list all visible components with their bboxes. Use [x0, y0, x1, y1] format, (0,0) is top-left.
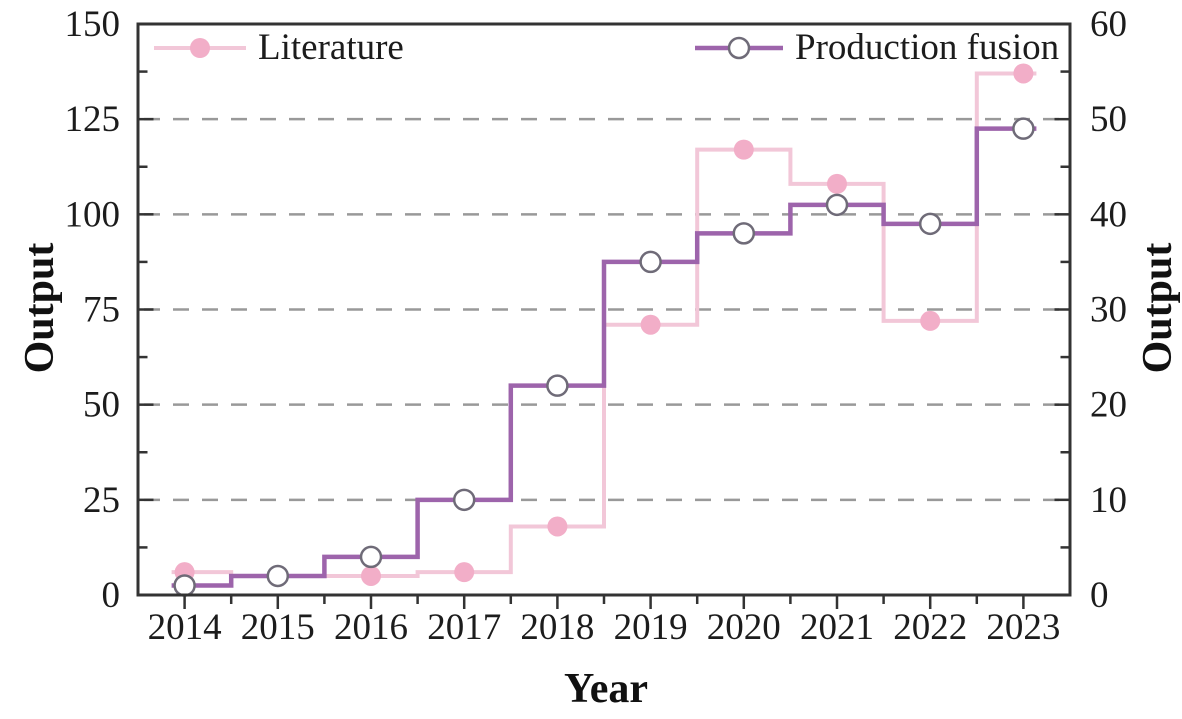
production-fusion-data-point	[359, 545, 383, 569]
literature-data-point	[827, 173, 847, 194]
production-fusion-step-line	[171, 126, 1037, 588]
y-tick-label-right: 0	[1090, 575, 1109, 616]
x-tick-label: 2016	[334, 607, 408, 648]
production-fusion-data-point	[1012, 117, 1035, 140]
y-tick-label-right: 60	[1090, 4, 1127, 45]
x-tick-label: 2014	[148, 607, 222, 648]
literature-data-point	[1013, 63, 1034, 84]
x-tick-label: 2017	[427, 607, 501, 648]
x-tick-label: 2019	[614, 607, 688, 648]
production-fusion-data-point	[266, 564, 290, 588]
x-tick-label: 2018	[520, 607, 594, 648]
x-tick-label: 2022	[893, 607, 967, 648]
literature-data-point	[920, 310, 941, 331]
y-tick-label-left: 25	[83, 480, 120, 521]
y-tick-label-left: 100	[65, 194, 121, 235]
legend-item-production-fusion: Production fusion	[693, 26, 1059, 70]
y-tick-label-right: 20	[1090, 385, 1127, 426]
x-tick-label: 2015	[241, 607, 315, 648]
production-fusion-data-point	[639, 250, 662, 274]
y-axis-title-right: Output	[1135, 242, 1181, 374]
production-fusion-data-point	[732, 222, 756, 245]
production-fusion-data-point	[173, 574, 196, 597]
y-tick-label-left: 150	[65, 4, 121, 45]
literature-data-point	[361, 565, 381, 586]
y-tick-label-right: 10	[1090, 480, 1127, 521]
y-tick-label-right: 50	[1090, 99, 1127, 140]
y-tick-label-right: 30	[1090, 290, 1127, 331]
plot-frame	[136, 22, 1072, 597]
production-fusion-data-point	[452, 488, 476, 512]
y-axis-title-left: Output	[17, 242, 63, 374]
literature-legend-marker-icon	[154, 38, 246, 58]
production-fusion-data-point	[546, 374, 569, 397]
legend-label-literature: Literature	[258, 27, 404, 68]
literature-data-point	[733, 139, 754, 160]
y-tick-label-left: 125	[65, 99, 121, 140]
x-tick-label: 2021	[800, 607, 874, 648]
x-axis-title: Year	[564, 666, 648, 712]
y-tick-label-right: 40	[1090, 194, 1127, 235]
y-tick-label-left: 0	[102, 575, 121, 616]
x-tick-label: 2023	[986, 607, 1060, 648]
production-fusion-data-point	[918, 212, 942, 236]
y-tick-label-left: 75	[83, 290, 120, 331]
legend-label-production-fusion: Production fusion	[795, 27, 1060, 68]
literature-data-point	[547, 516, 568, 537]
production-fusion-legend-marker-icon	[695, 36, 783, 60]
production-fusion-data-point	[825, 193, 849, 217]
literature-data-point	[640, 314, 661, 335]
legend-item-literature: Literature	[152, 26, 404, 70]
x-tick-label: 2020	[707, 607, 781, 648]
literature-data-point	[454, 562, 475, 583]
y-tick-label-left: 50	[83, 385, 120, 426]
